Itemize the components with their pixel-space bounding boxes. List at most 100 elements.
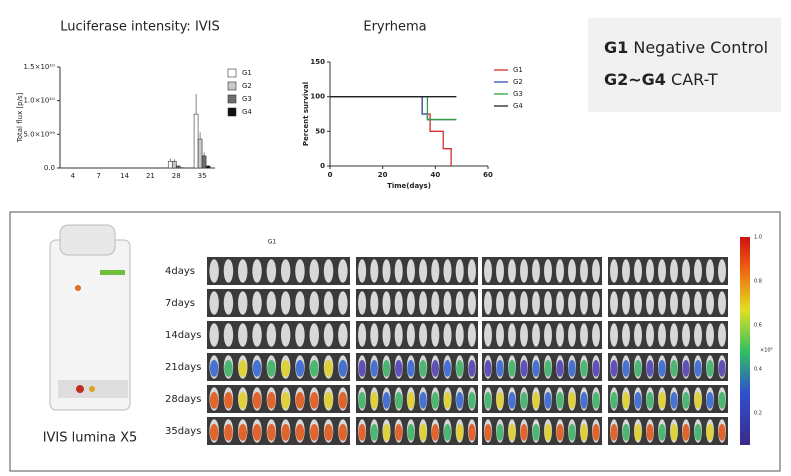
signal (267, 360, 276, 377)
signal (209, 424, 219, 441)
signal (395, 424, 403, 441)
y-tick-label: 1.0×10¹⁰ (23, 97, 55, 105)
survival-line (330, 96, 457, 121)
mouse (252, 291, 262, 315)
signal (456, 424, 464, 441)
signal (532, 360, 540, 377)
colorbar-tick-label: 0.2 (754, 411, 762, 417)
mouse (568, 323, 576, 347)
signal (610, 360, 618, 377)
legend-swatch (227, 107, 237, 117)
mouse (467, 259, 476, 283)
mouse (508, 259, 516, 283)
mouse (532, 259, 540, 283)
mouse (295, 323, 305, 347)
signal (370, 424, 378, 441)
mouse (394, 291, 403, 315)
signal (224, 424, 233, 441)
mouse (358, 259, 367, 283)
signal (295, 392, 305, 409)
mouse (431, 259, 440, 283)
signal (252, 392, 262, 409)
signal (431, 424, 439, 441)
signal (456, 360, 464, 377)
colorbar-unit: ×10⁹ (760, 348, 773, 354)
mouse (431, 291, 440, 315)
signal (508, 392, 516, 409)
mouse (455, 323, 464, 347)
mouse (568, 291, 576, 315)
mouse (209, 323, 219, 347)
signal (295, 360, 305, 377)
signal (658, 392, 666, 409)
device-label: IVIS lumina X5 (43, 431, 138, 446)
mouse (532, 291, 540, 315)
mouse (580, 323, 588, 347)
mouse (634, 259, 642, 283)
mouse (443, 291, 452, 315)
y-tick-label: 100 (310, 93, 325, 101)
mouse (544, 323, 552, 347)
signal (281, 360, 290, 377)
mouse (610, 323, 618, 347)
x-tick-label: 20 (378, 171, 388, 179)
mouse (496, 259, 504, 283)
signal (419, 360, 427, 377)
mouse (406, 259, 415, 283)
signal (358, 424, 366, 441)
legend-group: G2~G4 (604, 70, 666, 89)
signal (622, 360, 630, 377)
mouse (706, 259, 714, 283)
legend-label: G2 (513, 78, 523, 86)
mouse (209, 291, 219, 315)
mouse (484, 291, 492, 315)
signal (556, 360, 564, 377)
mouse (309, 259, 319, 283)
mouse (406, 323, 415, 347)
signal (544, 392, 552, 409)
mouse (419, 291, 428, 315)
signal (267, 424, 276, 441)
signal (431, 360, 439, 377)
x-tick-label: 0 (328, 171, 333, 179)
survival-line (330, 96, 452, 166)
group-label: G1 (268, 239, 277, 246)
mouse (556, 323, 564, 347)
mouse (508, 291, 516, 315)
bar (205, 165, 211, 169)
signal (520, 392, 528, 409)
signal (670, 424, 678, 441)
signal (309, 360, 319, 377)
legend-group: G1 (604, 38, 628, 57)
x-tick-label: 7 (97, 172, 101, 180)
signal (568, 424, 576, 441)
signal (338, 360, 348, 377)
mouse (658, 323, 666, 347)
legend-swatch (227, 81, 237, 91)
signal (370, 392, 378, 409)
signal (468, 424, 476, 441)
mouse (646, 291, 654, 315)
signal (443, 392, 452, 409)
signal (484, 360, 492, 377)
mouse (646, 323, 654, 347)
x-tick-label: 60 (483, 171, 493, 179)
mouse (382, 259, 391, 283)
mouse (238, 291, 248, 315)
signal (407, 392, 415, 409)
signal (496, 360, 504, 377)
mouse (610, 259, 618, 283)
mouse (658, 291, 666, 315)
signal (252, 424, 262, 441)
signal (544, 360, 552, 377)
mouse (670, 291, 678, 315)
signal (382, 360, 391, 377)
signal (419, 392, 427, 409)
signal (580, 392, 588, 409)
mouse (443, 323, 452, 347)
mouse (323, 291, 334, 315)
chart-title: Luciferase intensity: IVIS (60, 20, 220, 35)
mouse (694, 291, 702, 315)
signal (646, 392, 654, 409)
mouse (706, 291, 714, 315)
